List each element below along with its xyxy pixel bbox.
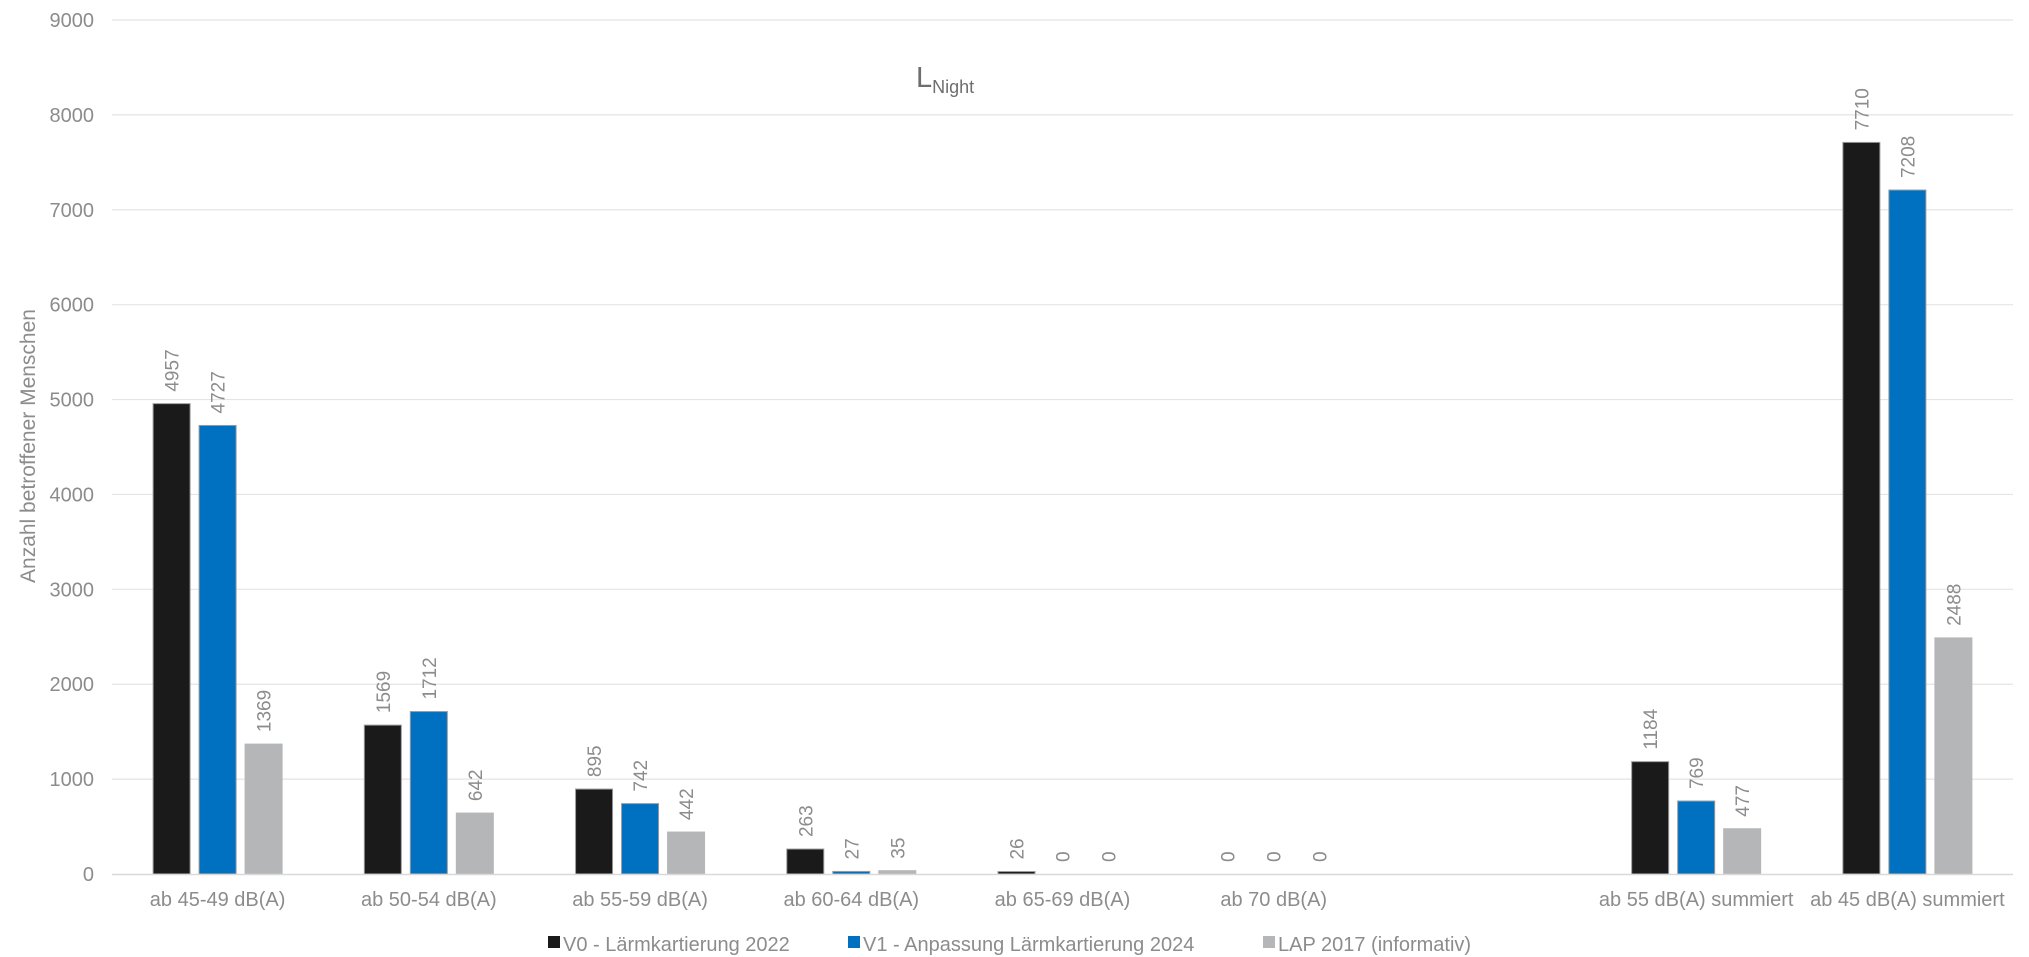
legend-item: LAP 2017 (informativ) [1263, 934, 1471, 956]
data-label: 27 [842, 838, 863, 859]
y-tick-label: 9000 [50, 10, 95, 32]
bar [575, 788, 614, 875]
legend-swatch [548, 936, 560, 948]
data-label: 1184 [1641, 708, 1662, 749]
data-label: 26 [1008, 838, 1029, 859]
legend-swatch [848, 936, 860, 948]
data-label: 477 [1733, 785, 1754, 817]
legend-label: LAP 2017 (informativ) [1278, 934, 1471, 956]
data-label: 7710 [1852, 88, 1873, 130]
legend: V0 - Lärmkartierung 2022 V1 - Anpassung L… [548, 934, 1471, 956]
y-tick-label: 7000 [50, 200, 95, 222]
data-label: 895 [585, 745, 606, 777]
data-label: 742 [631, 760, 652, 792]
bar [1677, 800, 1716, 875]
data-label: 0 [1219, 851, 1240, 862]
data-label: 0 [1311, 851, 1332, 862]
bar [455, 812, 494, 875]
data-label: 642 [466, 769, 487, 801]
data-label: 263 [796, 805, 817, 837]
chart-title-subscript: Night [932, 77, 974, 97]
gridlines [112, 19, 2013, 780]
bar [667, 831, 706, 875]
bar [198, 424, 237, 875]
x-category-label: ab 45-49 dB(A) [150, 889, 286, 911]
y-tick-label: 3000 [50, 579, 95, 601]
bar [621, 803, 660, 875]
data-label: 1712 [420, 657, 441, 699]
bar [244, 743, 283, 875]
chart-title: LNight [916, 62, 974, 97]
bar [832, 870, 871, 875]
x-axis-categories: ab 45-49 dB(A) ab 50-54 dB(A) ab 55-59 dB(… [150, 889, 2005, 911]
y-tick-label: 2000 [50, 674, 95, 696]
bar [363, 724, 402, 875]
y-tick-label: 8000 [50, 105, 95, 127]
bar [1842, 141, 1881, 875]
bar [878, 870, 917, 875]
x-category-label: ab 60-64 dB(A) [783, 889, 919, 911]
x-category-label: ab 50-54 dB(A) [361, 889, 497, 911]
legend-label: V0 - Lärmkartierung 2022 [563, 934, 790, 956]
data-label: 0 [1054, 851, 1075, 862]
data-label: 2488 [1944, 584, 1965, 626]
bar [1723, 828, 1762, 875]
y-tick-label: 6000 [50, 295, 95, 317]
data-labels: 4957 4727 1369 1569 1712 642 895 742 442 263 27 35 2… [163, 88, 1966, 862]
data-label: 4957 [163, 349, 184, 391]
y-tick-label: 0 [83, 864, 94, 886]
chart-title-main: L [916, 62, 932, 94]
y-tick-label: 5000 [50, 390, 95, 412]
data-label: 4727 [209, 371, 230, 413]
x-category-label: ab 45 dB(A) summiert [1810, 889, 2005, 911]
data-label: 0 [1265, 851, 1286, 862]
x-category-label: ab 70 dB(A) [1220, 889, 1327, 911]
legend-item: V0 - Lärmkartierung 2022 [548, 934, 790, 956]
data-label: 35 [888, 838, 909, 859]
y-axis-label: Anzahl betroffener Menschen [17, 309, 40, 583]
x-category-label: ab 55-59 dB(A) [572, 889, 708, 911]
legend-swatch [1263, 936, 1275, 948]
legend-item: V1 - Anpassung Lärmkartierung 2024 [848, 934, 1194, 956]
y-axis-ticks: 0 1000 2000 3000 4000 5000 6000 7000 8000 9000 [50, 10, 95, 886]
legend-label: V1 - Anpassung Lärmkartierung 2024 [863, 934, 1194, 956]
bar [997, 871, 1036, 875]
y-tick-label: 4000 [50, 484, 95, 506]
data-label: 1369 [255, 690, 276, 732]
y-tick-label: 1000 [50, 769, 95, 791]
data-label: 7208 [1898, 136, 1919, 178]
bar [409, 711, 448, 875]
bar [1888, 189, 1927, 875]
bar [152, 403, 191, 875]
data-label: 442 [677, 788, 698, 820]
data-label: 769 [1687, 757, 1708, 789]
bar [1631, 761, 1670, 875]
data-label: 0 [1100, 851, 1121, 862]
data-label: 1569 [374, 671, 395, 713]
x-category-label: ab 55 dB(A) summiert [1599, 889, 1794, 911]
bar [1934, 637, 1973, 875]
bar [786, 848, 825, 875]
x-category-label: ab 65-69 dB(A) [995, 889, 1131, 911]
